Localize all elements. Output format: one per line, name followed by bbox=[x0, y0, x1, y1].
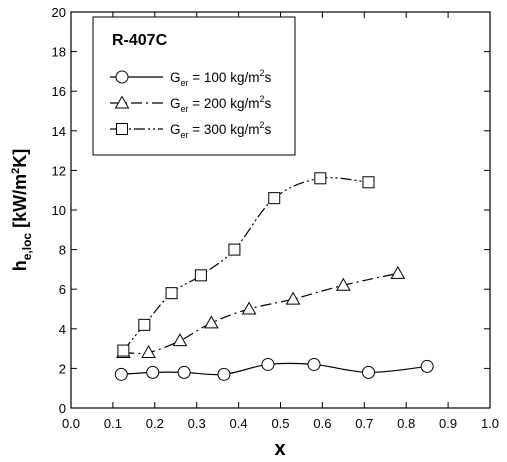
y-axis-label-unit: [kW/m bbox=[10, 174, 30, 233]
y-tick-label: 16 bbox=[52, 84, 66, 99]
legend-label: Ger = 300 kg/m2s bbox=[170, 120, 271, 140]
data-point bbox=[217, 367, 231, 381]
x-tick-label: 0.5 bbox=[271, 416, 289, 431]
data-point bbox=[141, 345, 156, 359]
x-tick-label: 0.8 bbox=[397, 416, 415, 431]
series-line bbox=[122, 177, 369, 351]
y-tick-label: 6 bbox=[59, 282, 66, 297]
x-axis-ticks: 0.0 0.1 0.2 0.3 0.4 0.5 0.6 0.7 0.8 0.9 1.0 bbox=[62, 12, 499, 431]
data-point bbox=[362, 176, 375, 189]
data-point bbox=[261, 357, 275, 371]
y-axis-label-unit-end: K] bbox=[10, 149, 30, 168]
legend-title: R-407C bbox=[112, 32, 168, 49]
legend-entries: Ger = 100 kg/m2s Ger = 200 kg/m2s Ger = 30… bbox=[110, 68, 271, 140]
x-tick-label: 0.1 bbox=[104, 416, 122, 431]
y-tick-label: 14 bbox=[52, 124, 66, 139]
data-point bbox=[228, 243, 241, 256]
data-point bbox=[138, 318, 151, 331]
data-point bbox=[285, 291, 301, 305]
series-2 bbox=[116, 265, 406, 359]
legend-label: Ger = 200 kg/m2s bbox=[170, 94, 271, 114]
y-axis-ticks: 0 2 4 6 8 10 12 14 16 18 20 bbox=[52, 5, 490, 416]
x-tick-label: 0.6 bbox=[313, 416, 331, 431]
y-tick-label: 8 bbox=[59, 243, 66, 258]
x-axis-label: x bbox=[274, 438, 285, 460]
series-layer bbox=[114, 172, 434, 381]
legend-marker bbox=[114, 95, 130, 109]
x-tick-label: 0.3 bbox=[188, 416, 206, 431]
y-axis-label: he,loc [kW/m2K] bbox=[10, 149, 34, 272]
legend-entry: Ger = 200 kg/m2s bbox=[110, 94, 271, 114]
data-point bbox=[335, 277, 351, 291]
y-tick-label: 18 bbox=[52, 45, 66, 60]
data-point bbox=[420, 359, 434, 373]
legend-entry: Ger = 100 kg/m2s bbox=[110, 68, 271, 88]
data-point bbox=[307, 357, 321, 371]
data-point bbox=[165, 287, 178, 300]
data-point bbox=[194, 269, 207, 282]
x-tick-label: 0.4 bbox=[230, 416, 248, 431]
legend-label: Ger = 100 kg/m2s bbox=[170, 68, 271, 88]
legend-marker bbox=[115, 70, 129, 84]
y-tick-label: 20 bbox=[52, 5, 66, 20]
x-tick-label: 0.0 bbox=[62, 416, 80, 431]
data-point bbox=[172, 333, 188, 347]
x-tick-label: 0.2 bbox=[146, 416, 164, 431]
x-tick-label: 1.0 bbox=[481, 416, 499, 431]
series-1 bbox=[114, 357, 434, 381]
y-tick-label: 0 bbox=[59, 401, 66, 416]
series-line bbox=[123, 272, 398, 355]
x-tick-label: 0.9 bbox=[439, 416, 457, 431]
data-point bbox=[268, 192, 281, 205]
data-point bbox=[204, 315, 219, 329]
series-3 bbox=[117, 172, 375, 357]
legend-marker bbox=[116, 123, 128, 135]
y-axis-label-unit-sup: 2 bbox=[10, 168, 22, 174]
y-tick-label: 2 bbox=[59, 361, 66, 376]
y-axis-label-sub: e,loc bbox=[20, 233, 34, 261]
y-tick-label: 4 bbox=[59, 322, 66, 337]
data-point bbox=[177, 365, 191, 379]
data-point bbox=[146, 365, 160, 379]
x-tick-label: 0.7 bbox=[355, 416, 373, 431]
y-tick-label: 10 bbox=[52, 203, 66, 218]
data-point bbox=[314, 172, 327, 185]
data-point bbox=[361, 365, 375, 379]
data-point bbox=[114, 367, 128, 381]
y-axis-label-main: h bbox=[10, 260, 30, 271]
y-tick-label: 12 bbox=[52, 163, 66, 178]
data-point bbox=[117, 344, 130, 357]
legend-entry: Ger = 300 kg/m2s bbox=[110, 120, 271, 140]
data-point bbox=[390, 265, 406, 279]
data-point bbox=[241, 301, 257, 315]
